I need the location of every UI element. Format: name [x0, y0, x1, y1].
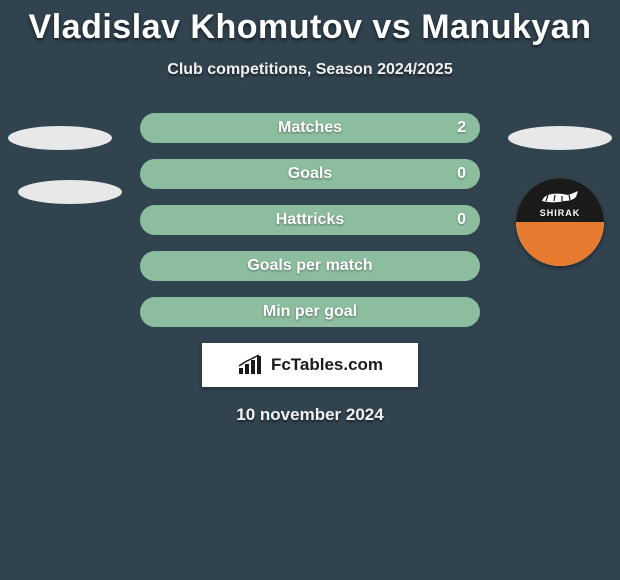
- badge-animal-icon: [538, 187, 582, 205]
- stat-label: Goals: [140, 165, 480, 183]
- club-badge-shirak: SHIRAK: [516, 178, 604, 266]
- logo-text: FcTables.com: [271, 355, 383, 375]
- stat-label: Hattricks: [140, 211, 480, 229]
- decor-oval-left-2: [18, 180, 122, 204]
- stat-row-matches: Matches 2: [140, 113, 480, 143]
- stat-value: 0: [457, 211, 466, 229]
- stat-row-hattricks: Hattricks 0: [140, 205, 480, 235]
- stat-value: 2: [457, 119, 466, 137]
- subtitle: Club competitions, Season 2024/2025: [0, 61, 620, 79]
- stat-value: 0: [457, 165, 466, 183]
- badge-text: SHIRAK: [516, 208, 604, 218]
- bar-chart-icon: [237, 354, 265, 376]
- stat-row-min-per-goal: Min per goal: [140, 297, 480, 327]
- stat-row-goals: Goals 0: [140, 159, 480, 189]
- decor-oval-left-1: [8, 126, 112, 150]
- decor-oval-right: [508, 126, 612, 150]
- date-text: 10 november 2024: [0, 405, 620, 425]
- badge-bottom-half: [516, 222, 604, 266]
- page-title: Vladislav Khomutov vs Manukyan: [0, 0, 620, 47]
- stat-label: Goals per match: [140, 257, 480, 275]
- stat-label: Matches: [140, 119, 480, 137]
- stat-row-goals-per-match: Goals per match: [140, 251, 480, 281]
- fctables-logo-box: FcTables.com: [202, 343, 418, 387]
- stat-label: Min per goal: [140, 303, 480, 321]
